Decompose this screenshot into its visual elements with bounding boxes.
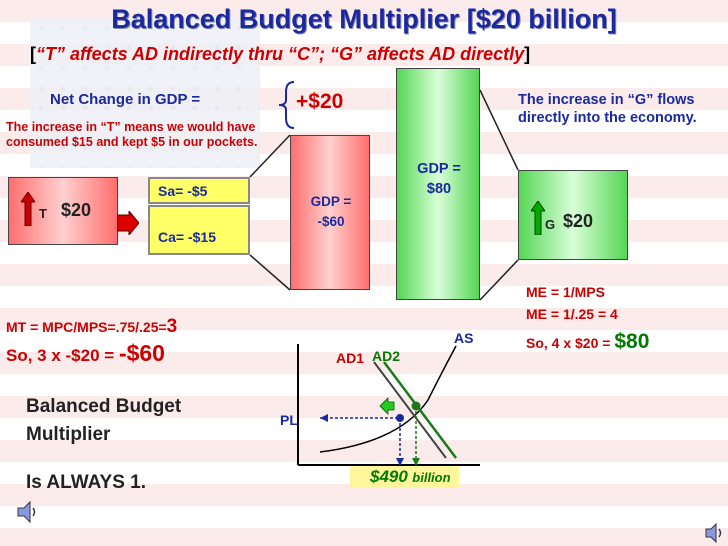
right-arrow-icon bbox=[117, 211, 139, 235]
tax-note: The increase in “T” means we would have … bbox=[6, 120, 258, 149]
consumption-value: Ca= -$15 bbox=[158, 229, 216, 245]
up-arrow-icon bbox=[531, 201, 545, 235]
equilibrium-2 bbox=[411, 401, 421, 411]
page-title: Balanced Budget Multiplier [$20 billion] bbox=[111, 4, 617, 34]
tax-box-value: $20 bbox=[61, 200, 92, 220]
flag-canton bbox=[30, 18, 260, 168]
shift-arrow-icon bbox=[379, 397, 395, 415]
conclusion-line3: Is ALWAYS 1. bbox=[26, 472, 147, 493]
tax-box-label: T bbox=[39, 206, 47, 221]
ad2-label: AD2 bbox=[372, 348, 401, 364]
ad2-curve bbox=[383, 361, 457, 459]
net-change-label: Net Change in GDP = bbox=[50, 91, 201, 108]
gov-box: G $20 bbox=[518, 170, 628, 260]
gov-box-label: G bbox=[545, 217, 556, 232]
output-unit: billion bbox=[412, 470, 451, 485]
output-value: $490 bbox=[370, 467, 408, 486]
tax-multiplier-formula: MT = MPC/MPS=.75/.25= bbox=[6, 319, 167, 335]
expenditure-multiplier-calc: So, 4 x $20 = bbox=[526, 335, 611, 351]
gdp-tax-label: GDP = bbox=[310, 194, 352, 209]
tax-multiplier-line1: MT = MPC/MPS=.75/.25=3 bbox=[6, 316, 177, 338]
subtitle: [“T” affects AD indirectly thru “C”; “G”… bbox=[30, 44, 530, 65]
tax-box: T $20 bbox=[8, 177, 118, 245]
as-label: AS bbox=[454, 330, 474, 346]
conclusion-line2: Multiplier bbox=[26, 424, 111, 445]
saving-value: Sa= -$5 bbox=[158, 183, 208, 199]
gdp-gov-column: GDP = $80 bbox=[396, 68, 480, 300]
expenditure-multiplier-line2: ME = 1/.25 = 4 bbox=[526, 306, 618, 322]
subtitle-open-bracket: [ bbox=[30, 44, 36, 64]
pl-label: PL bbox=[280, 412, 298, 428]
saving-box: Sa= -$5 bbox=[148, 177, 250, 204]
gov-note: The increase in “G” flows directly into … bbox=[518, 92, 697, 126]
equilibrium-1 bbox=[396, 414, 404, 422]
conclusion-line1: Balanced Budget bbox=[26, 396, 182, 417]
ad1-curve bbox=[373, 361, 447, 459]
subtitle-close-bracket: ] bbox=[524, 44, 531, 64]
subtitle-text: “T” affects AD indirectly thru “C”; “G” … bbox=[36, 44, 525, 64]
gdp-gov-value: $80 bbox=[426, 181, 452, 197]
ad-as-graph bbox=[297, 344, 480, 466]
speaker-icon[interactable] bbox=[704, 522, 726, 544]
as-curve bbox=[319, 345, 457, 453]
expenditure-multiplier-line1: ME = 1/MPS bbox=[526, 284, 605, 300]
consumption-box: Ca= -$15 bbox=[148, 205, 250, 255]
tax-multiplier-result: 3 bbox=[166, 316, 178, 337]
tax-multiplier-calc: So, 3 x -$20 = bbox=[6, 346, 115, 365]
output-label: $490 billion bbox=[350, 466, 459, 488]
up-arrow-icon bbox=[21, 192, 35, 226]
ad1-label: AD1 bbox=[336, 350, 365, 366]
expenditure-multiplier-line3: So, 4 x $20 = $80 bbox=[526, 330, 649, 354]
gdp-gov-label: GDP = bbox=[417, 161, 461, 177]
expenditure-multiplier-result: $80 bbox=[614, 330, 650, 353]
speaker-icon[interactable] bbox=[16, 500, 40, 524]
tax-multiplier-calc-result: -$60 bbox=[118, 340, 165, 366]
net-change-value: +$20 bbox=[296, 90, 344, 113]
gdp-tax-value: -$60 bbox=[317, 214, 345, 229]
gdp-tax-column: GDP = -$60 bbox=[290, 135, 370, 290]
brace-icon bbox=[278, 81, 295, 129]
gov-box-value: $20 bbox=[563, 211, 594, 231]
tax-multiplier-line2: So, 3 x -$20 = -$60 bbox=[6, 340, 165, 367]
